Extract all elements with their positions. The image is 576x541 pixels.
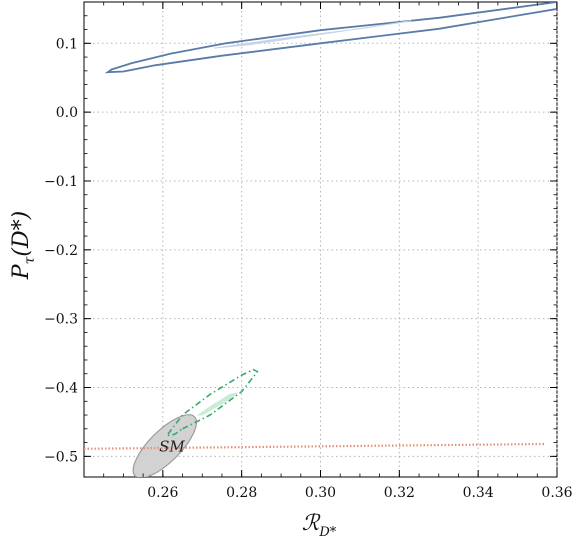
y-tick-label: −0.3	[44, 312, 78, 328]
x-axis-title-sub: D*	[318, 525, 336, 540]
y-tick-label: −0.1	[44, 174, 78, 190]
plot-frame	[83, 1, 558, 478]
ticks: 0.26 0.28 0.30 0.32 0.34 0.36 0.1 0.0 −0.1 −0.2 −0…	[44, 2, 573, 501]
x-axis-title: ℛD*	[302, 511, 337, 540]
regions	[84, 2, 557, 477]
region-outline	[104, 2, 557, 74]
y-tick-label: −0.2	[44, 243, 78, 259]
y-axis-title-arg: (D*)	[9, 211, 34, 257]
y-axis-title-sub: τ	[22, 256, 38, 264]
y-axis-title-main: P	[9, 263, 34, 280]
x-tick-label: 0.32	[384, 485, 415, 501]
region-filled	[214, 20, 412, 49]
x-tick-label: 0.36	[541, 485, 572, 501]
sm-label: SM	[159, 437, 185, 455]
y-tick-label: 0.0	[56, 105, 78, 121]
y-axis-title: Pτ(D*)	[9, 211, 38, 280]
x-tick-label: 0.28	[226, 485, 257, 501]
x-axis-title-main: ℛ	[302, 511, 321, 536]
y-tick-label: 0.1	[56, 36, 78, 52]
region-filled	[196, 392, 238, 416]
annotations: SM	[159, 437, 185, 455]
y-tick-label: −0.5	[44, 449, 78, 465]
x-tick-label: 0.26	[147, 485, 178, 501]
region-dashdot	[164, 368, 259, 437]
x-tick-label: 0.30	[305, 485, 336, 501]
y-tick-label: −0.4	[44, 381, 78, 397]
x-tick-label: 0.34	[463, 485, 494, 501]
